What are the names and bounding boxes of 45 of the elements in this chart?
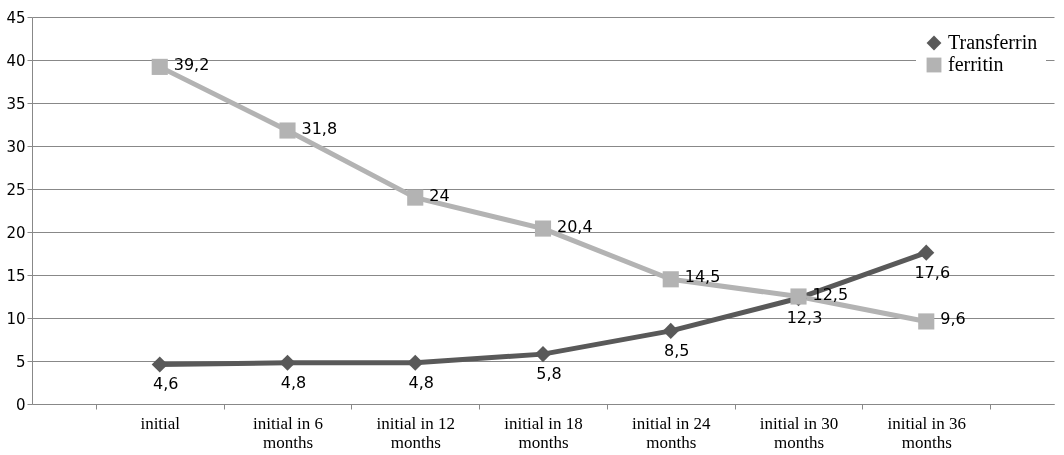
data-label: 39,2 [173,54,210,74]
point [279,122,296,139]
point [662,322,679,339]
x-tick-label: initial in 6 months [253,413,323,452]
data-label: 20,4 [557,216,593,236]
x-tick-label: initial [140,413,181,433]
point [918,313,935,330]
x-tick-label: initial in 18 months [504,413,583,452]
y-tick-label: 10 [6,309,26,328]
x-tick-label: initial in 24 months [632,413,711,452]
y-tick-label: 45 [6,8,26,27]
y-tick-label: 30 [6,137,26,156]
legend-label: Transferrin [948,31,1038,53]
data-label: 12,5 [812,284,849,304]
point [151,58,168,75]
x-tick-label: initial in 30 months [759,413,839,452]
y-tick-label: 0 [15,395,26,414]
data-label: 17,6 [914,262,951,282]
data-label: 14,5 [684,267,721,287]
data-label: 24 [429,185,450,205]
point [534,220,552,237]
y-tick-label: 25 [6,180,26,199]
data-label: 31,8 [301,118,338,138]
point [534,346,552,363]
point [279,354,296,371]
y-tick-label: 40 [6,51,26,70]
data-label: 9,6 [940,309,966,329]
point [662,271,679,288]
y-tick-label: 20 [6,223,26,242]
data-label: 4,8 [408,372,434,392]
point [151,356,168,373]
x-tick-label: initial in 36 months [887,413,966,452]
point [407,354,424,371]
data-label: 5,8 [536,364,562,384]
y-tick-label: 35 [6,94,26,113]
data-label: 4,6 [153,374,179,394]
point [407,189,424,206]
data-label: 8,5 [664,340,690,360]
x-tick-label: initial in 12 months [376,413,455,452]
data-label: 4,8 [280,372,307,392]
y-tick-label: 5 [15,352,26,371]
data-label: 12,3 [786,308,823,328]
y-tick-label: 15 [6,266,26,285]
point [918,244,935,261]
legend-label: ferritin [948,53,1004,75]
